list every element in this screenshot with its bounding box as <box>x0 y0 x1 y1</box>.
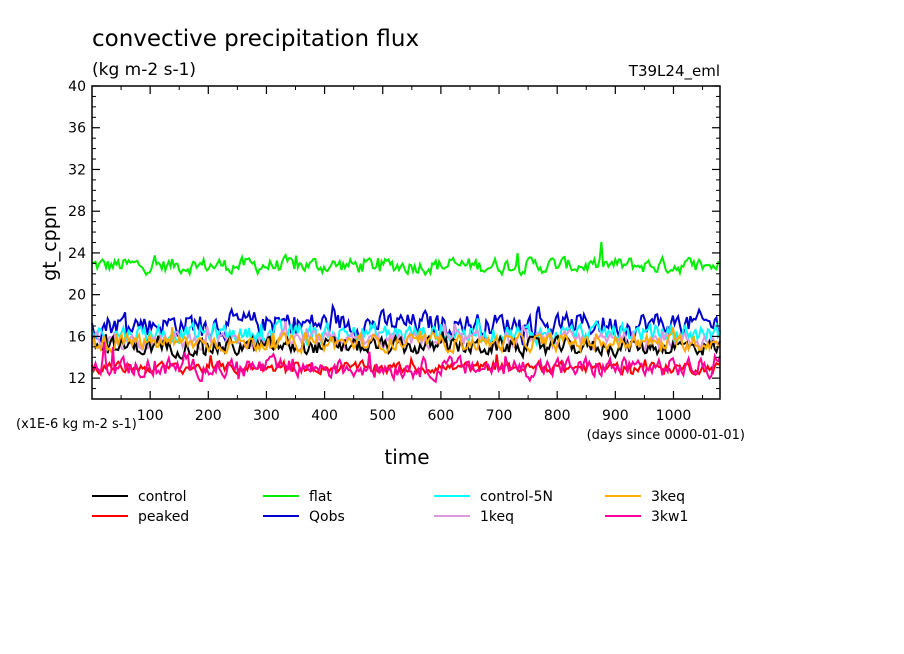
series-line-control <box>91 331 721 360</box>
axis-ticks: 100 200 300 400 500 600 700 800 900 1000 12 16 20 24 2… <box>68 79 720 424</box>
legend-label: 3keq <box>651 489 685 505</box>
chart-subtitle: (kg m-2 s-1) <box>92 60 196 80</box>
legend-label: control <box>138 489 187 505</box>
x-unit-note: (days since 0000-01-01) <box>587 428 745 443</box>
x-tick-label: 100 <box>137 408 164 424</box>
x-tick-label: 200 <box>195 408 222 424</box>
series-line-Qobs <box>91 302 721 346</box>
series-line-flat <box>91 241 721 278</box>
y-tick-label: 32 <box>68 162 86 178</box>
y-tick-label: 16 <box>68 329 86 345</box>
legend-item-control-5N: control-5N <box>434 489 553 505</box>
y-tick-label: 20 <box>68 288 86 304</box>
x-tick-label: 500 <box>369 408 396 424</box>
legend-item-3kw1: 3kw1 <box>605 509 688 525</box>
series-line-3kw1 <box>91 341 721 384</box>
legend-label: 3kw1 <box>651 509 688 525</box>
y-tick-label: 40 <box>68 79 86 95</box>
legend: control peaked flat Qobs control-5N 1keq 3keq 3… <box>92 489 688 525</box>
legend-label: 1keq <box>480 509 514 525</box>
legend-label: control-5N <box>480 489 553 505</box>
y-tick-label: 36 <box>68 121 86 137</box>
plot-frame <box>91 85 721 400</box>
series-line-3keq <box>91 327 721 356</box>
chart-title: convective precipitation flux <box>92 26 419 52</box>
legend-label: Qobs <box>309 509 345 525</box>
legend-label: peaked <box>138 509 189 525</box>
experiment-label: T39L24_eml <box>628 62 720 81</box>
y-tick-label: 24 <box>68 246 86 262</box>
legend-item-Qobs: Qobs <box>263 509 345 525</box>
legend-label: flat <box>309 489 332 505</box>
legend-item-flat: flat <box>263 489 332 505</box>
legend-item-peaked: peaked <box>92 509 189 525</box>
y-axis-label: gt_cppn <box>39 205 61 281</box>
legend-item-1keq: 1keq <box>434 509 514 525</box>
x-tick-label: 600 <box>428 408 455 424</box>
x-axis-label: time <box>384 445 429 469</box>
x-tick-label: 300 <box>253 408 280 424</box>
legend-item-control: control <box>92 489 187 505</box>
x-tick-label: 1000 <box>656 408 692 424</box>
series-lines <box>91 241 721 384</box>
x-tick-label: 900 <box>602 408 629 424</box>
legend-item-3keq: 3keq <box>605 489 685 505</box>
y-tick-label: 28 <box>68 204 86 220</box>
y-scale-note: (x1E-6 kg m-2 s-1) <box>16 417 137 432</box>
x-tick-label: 400 <box>311 408 338 424</box>
x-tick-label: 700 <box>486 408 513 424</box>
x-tick-label: 800 <box>544 408 571 424</box>
y-tick-label: 12 <box>68 371 86 387</box>
